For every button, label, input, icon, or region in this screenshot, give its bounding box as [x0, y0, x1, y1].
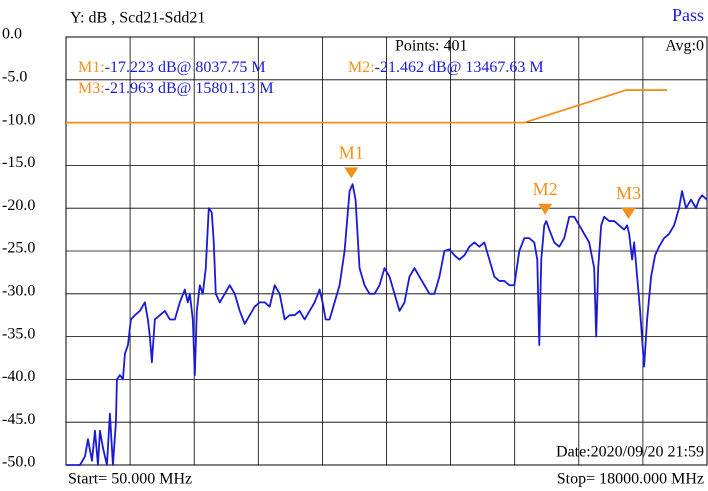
marker-triangle: [538, 203, 553, 215]
series-line: [66, 183, 708, 466]
date-label: Date:2020/09/20 21:59: [556, 444, 704, 461]
y-tick-label: -35.0: [2, 325, 35, 342]
y-tick-label: -40.0: [2, 368, 35, 385]
avg-label: Avg:0: [665, 38, 704, 55]
series-line: [66, 89, 668, 124]
marker-label: M2: [533, 179, 558, 199]
readout-value: -21.462 dB@ 13467.63 M: [375, 59, 544, 76]
start-label: Start= 50.000 MHz: [68, 471, 192, 488]
marker-triangle: [621, 208, 636, 220]
y-tick-label: -50.0: [2, 454, 35, 471]
marker-readout: M2:-21.462 dB@ 13467.63 M: [348, 59, 544, 76]
marker-label: M3: [616, 183, 641, 203]
y-tick-label: -45.0: [2, 411, 35, 428]
y-tick-label: -20.0: [2, 197, 35, 214]
chart-title: Y: dB , Scd21-Sdd21: [70, 10, 205, 27]
status: Pass: [672, 5, 704, 25]
y-tick-label: -30.0: [2, 282, 35, 299]
readout-name: M3:: [78, 80, 105, 97]
marker-label: M1: [339, 143, 364, 163]
y-tick-label: -5.0: [2, 68, 27, 85]
readout-name: M2:: [348, 59, 375, 76]
readout-value: -17.223 dB@ 8037.75 M: [105, 59, 266, 76]
readout-name: M1:: [78, 59, 105, 76]
y-tick-label: -10.0: [2, 111, 35, 128]
marker-readout: M3:-21.963 dB@ 15801.13 M: [78, 80, 274, 97]
y-tick-label: 0.0: [2, 26, 22, 43]
marker-readout: M1:-17.223 dB@ 8037.75 M: [78, 59, 266, 76]
points-label: Points: 401: [395, 38, 467, 55]
marker-triangle: [344, 167, 359, 179]
stop-label: Stop= 18000.000 MHz: [557, 471, 704, 488]
y-tick-label: -25.0: [2, 240, 35, 257]
readout-value: -21.963 dB@ 15801.13 M: [105, 80, 274, 97]
y-tick-label: -15.0: [2, 154, 35, 171]
